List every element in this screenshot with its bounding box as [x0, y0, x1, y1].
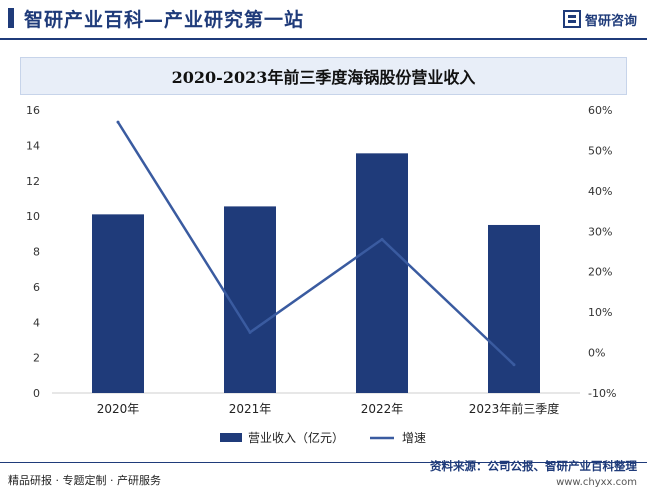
y-right-tick-label: 0%	[588, 347, 605, 360]
growth-line	[116, 121, 515, 366]
y-right-tick-label: 30%	[588, 225, 612, 238]
y-left-tick-label: 2	[33, 352, 40, 365]
header-title: 智研产业百科—产业研究第一站	[24, 9, 305, 31]
x-tick-label: 2022年	[361, 402, 404, 416]
header-accent-bar	[8, 8, 14, 28]
x-tick-label: 2020年	[97, 402, 140, 416]
y-left-tick-label: 14	[26, 139, 40, 152]
growth-point	[248, 330, 252, 334]
y-right-tick-label: 60%	[588, 104, 612, 117]
brand-logo-icon	[562, 10, 581, 28]
y-left-tick-label: 4	[33, 316, 40, 329]
data-source-note: 资料来源：公司公报、智研产业百科整理	[430, 459, 637, 473]
chart-title-box: 2020-2023年前三季度海锅股份营业收入	[20, 57, 627, 95]
footer-divider	[0, 462, 647, 463]
y-left-tick-label: 10	[26, 210, 40, 223]
y-right-tick-label: 50%	[588, 144, 612, 157]
bar	[224, 206, 276, 393]
growth-point	[512, 363, 516, 367]
legend-label-revenue: 营业收入（亿元）	[248, 430, 344, 445]
site-url: www.chyxx.com	[556, 477, 637, 488]
y-left-tick-label: 0	[33, 387, 40, 400]
legend-label-growth: 增速	[402, 431, 426, 445]
y-right-tick-label: 10%	[588, 306, 612, 319]
header: 智研产业百科—产业研究第一站 智研咨询	[0, 0, 647, 38]
legend-swatch-revenue	[220, 433, 242, 442]
bar	[356, 153, 408, 393]
chart-title: 2020-2023年前三季度海锅股份营业收入	[171, 68, 476, 87]
brand-logo-text: 智研咨询	[584, 13, 637, 29]
x-tick-label: 2021年	[229, 402, 272, 416]
y-right-tick-label: 40%	[588, 185, 612, 198]
bar	[488, 224, 540, 393]
chart: 0 2 4 6 8 10 12 14 16 -10% 0% 10% 20% 30% 40% 50% 60% 202…	[26, 104, 616, 445]
y-left-tick-label: 12	[26, 175, 40, 188]
brand-logo: 智研咨询	[562, 9, 637, 29]
header-divider	[0, 38, 647, 40]
x-tick-label: 2023年前三季度	[469, 401, 560, 416]
growth-point	[380, 237, 384, 241]
y-right-tick-label: 20%	[588, 266, 612, 279]
growth-point	[116, 120, 120, 124]
footer-services-text: 精品研报 · 专题定制 · 产研服务	[8, 474, 161, 487]
bar	[92, 214, 144, 393]
y-left-tick-label: 6	[33, 281, 40, 294]
y-left-tick-label: 8	[33, 246, 40, 259]
y-right-tick-label: -10%	[588, 387, 616, 400]
y-left-tick-label: 16	[26, 104, 40, 117]
